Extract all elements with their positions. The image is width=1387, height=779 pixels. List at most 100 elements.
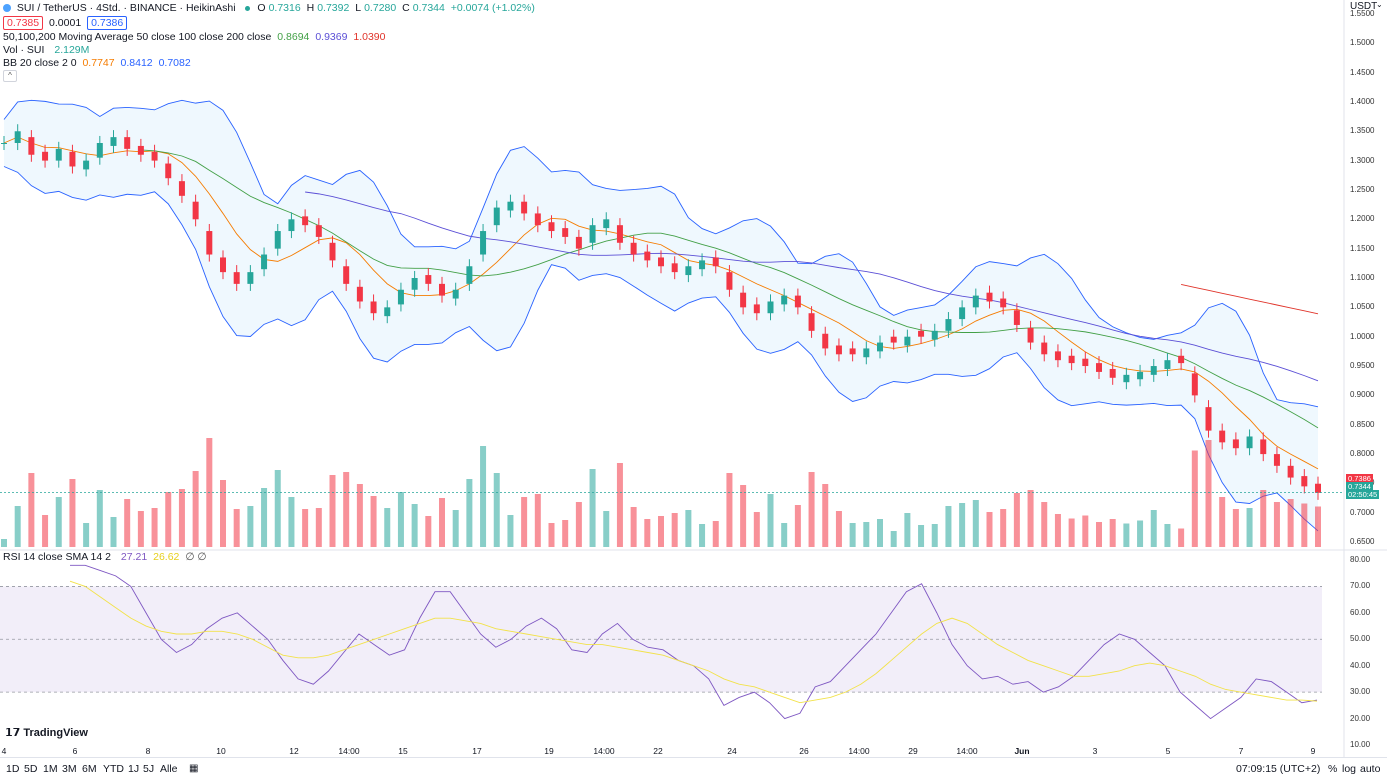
candle-body <box>1315 483 1321 493</box>
volume-bar <box>1109 519 1116 547</box>
price-tick-label: 0.9500 <box>1350 361 1375 371</box>
clock-time[interactable]: 07:09:15 (UTC+2) <box>1236 763 1321 775</box>
currency-label[interactable]: USDT <box>1350 1 1378 12</box>
candle-body <box>822 333 829 349</box>
range-1m[interactable]: 1M <box>43 763 58 775</box>
bb-upper: 0.8412 <box>120 57 153 69</box>
ohlc-close: 0.7344 <box>412 2 445 14</box>
bid-ask-row: 0.7385 0.0001 0.7386 <box>3 16 130 30</box>
ohlc-low-label: L <box>355 2 362 14</box>
ask-price[interactable]: 0.7386 <box>87 16 128 30</box>
range-6m[interactable]: 6M <box>82 763 97 775</box>
candle-body <box>137 145 144 155</box>
volume-bar <box>671 513 678 547</box>
volume-bar <box>904 513 911 547</box>
rsi-tick-label: 10.00 <box>1350 740 1371 749</box>
volume-bar <box>877 519 883 547</box>
volume-bar <box>1273 502 1280 547</box>
vol-legend[interactable]: Vol · SUI 2.129M <box>3 44 92 57</box>
percent-toggle[interactable]: % <box>1328 763 1338 775</box>
time-tick-label: 14:00 <box>338 746 360 756</box>
candle-body <box>877 342 883 352</box>
price-tick-label: 0.6500 <box>1350 537 1375 547</box>
candle-body <box>1027 327 1034 343</box>
price-tick-label: 1.4500 <box>1350 67 1375 77</box>
range-1j[interactable]: 1J <box>128 763 140 775</box>
time-tick-label: 8 <box>145 746 151 756</box>
candle-body <box>96 143 103 158</box>
symbol-icon <box>3 4 11 13</box>
price-tick-label: 1.5000 <box>1350 38 1375 48</box>
candle-body <box>575 236 582 249</box>
volume-bar <box>986 512 993 547</box>
volume-bar <box>507 515 514 547</box>
range-3m[interactable]: 3M <box>62 763 77 775</box>
candle-body <box>890 336 897 343</box>
candle-body <box>1096 363 1102 372</box>
candle-body <box>261 254 268 270</box>
price-tick-label: 1.2500 <box>1350 184 1375 194</box>
bb-legend[interactable]: BB 20 close 2 0 0.7747 0.8412 0.7082 <box>3 57 194 70</box>
volume-bar <box>165 492 172 547</box>
volume-bar <box>1054 514 1061 547</box>
volume-bar <box>1068 518 1075 547</box>
range-ytd[interactable]: YTD <box>103 763 124 775</box>
volume-bar <box>972 500 979 547</box>
range-5j[interactable]: 5J <box>143 763 155 775</box>
candle-body <box>220 257 226 273</box>
candle-body <box>1000 298 1007 308</box>
time-tick-label: 9 <box>1310 746 1316 756</box>
volume-bar <box>14 506 21 547</box>
candle-body <box>302 216 309 226</box>
ohlc-change: +0.0074 (+1.02%) <box>450 2 535 14</box>
chart-canvas[interactable] <box>0 0 1387 757</box>
vol-label: Vol · SUI <box>3 44 45 56</box>
symbol-title[interactable]: SUI / TetherUS · 4Std. · BINANCE · Heiki… <box>16 2 236 14</box>
volume-bar <box>863 522 870 547</box>
volume-bar <box>96 490 103 547</box>
collapse-legend-button[interactable]: ^ <box>3 70 17 82</box>
volume-bar <box>794 505 801 547</box>
bid-price[interactable]: 0.7385 <box>3 16 44 30</box>
candle-body <box>740 292 747 308</box>
candle-body <box>507 201 514 211</box>
candle-body <box>918 330 925 337</box>
range-all[interactable]: Alle <box>160 763 178 775</box>
rsi-value: 27.21 <box>120 551 148 563</box>
candle-body <box>1273 454 1280 466</box>
auto-toggle[interactable]: auto <box>1360 763 1381 775</box>
candle-body <box>274 231 281 249</box>
time-tick-label: 10 <box>216 746 226 756</box>
volume-bar <box>69 479 76 547</box>
volume-bar <box>1137 520 1144 547</box>
candle-body <box>1109 368 1116 378</box>
rsi-legend[interactable]: RSI 14 close SMA 14 2 27.21 26.62 ∅ ∅ <box>3 551 210 564</box>
range-1d[interactable]: 1D <box>6 763 20 775</box>
volume-bar <box>1301 503 1308 547</box>
candle-body <box>972 295 979 308</box>
candle-body <box>165 163 172 179</box>
candle-body <box>288 219 295 232</box>
rsi-extra: ∅ ∅ <box>185 551 207 563</box>
tradingview-logo[interactable]: 𝟭𝟳 TradingView <box>5 726 88 739</box>
volume-bar <box>1150 510 1157 547</box>
ma-legend[interactable]: 50,100,200 Moving Average 50 close 100 c… <box>3 31 388 44</box>
volume-bar <box>220 480 226 547</box>
candle-body <box>397 289 404 305</box>
price-tick-label: 1.5500 <box>1350 8 1375 18</box>
candle-body <box>671 263 678 273</box>
log-toggle[interactable]: log <box>1342 763 1357 775</box>
ohlc-high: 0.7392 <box>317 2 350 14</box>
volume-bar <box>261 488 268 547</box>
candle-body <box>534 213 541 226</box>
range-5d[interactable]: 5D <box>24 763 38 775</box>
time-tick-label: 14:00 <box>848 746 870 756</box>
volume-bar <box>178 489 185 547</box>
calendar-icon[interactable]: ▦ <box>189 763 199 774</box>
volume-bar <box>1232 509 1239 547</box>
ma200-value: 1.0390 <box>353 31 386 43</box>
candle-body <box>630 242 637 255</box>
candle-body <box>110 137 117 146</box>
time-tick-label: 26 <box>799 746 809 756</box>
ohlc-open: 0.7316 <box>268 2 301 14</box>
